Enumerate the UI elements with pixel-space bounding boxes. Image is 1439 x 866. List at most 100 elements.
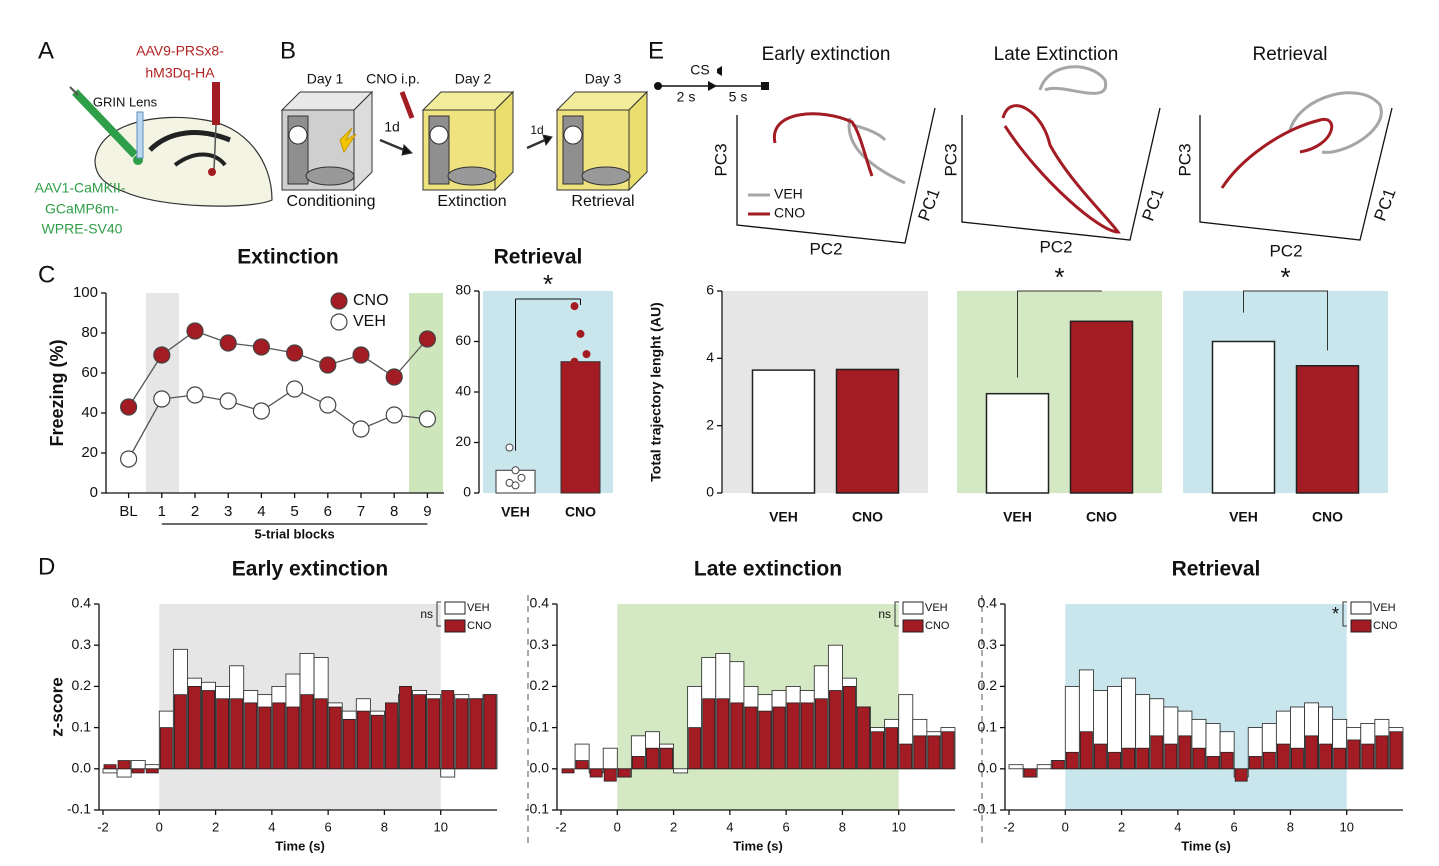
x-tick-label: 2 <box>212 819 219 834</box>
interval-label: 1d <box>530 123 543 137</box>
histogram-bar <box>1150 735 1164 770</box>
marker <box>418 330 436 348</box>
histogram-bar <box>1248 756 1262 770</box>
y-axis-label: Total trajectory lenght (AU) <box>648 302 664 481</box>
histogram-bar <box>1108 751 1121 770</box>
histogram-bar <box>131 768 145 774</box>
marker <box>319 356 337 374</box>
session-label: Extinction <box>437 193 506 210</box>
histogram-bar <box>216 698 230 770</box>
bar <box>1211 340 1276 494</box>
legend-label: CNO <box>925 620 950 632</box>
histogram-bar <box>1023 768 1037 778</box>
point <box>505 443 514 452</box>
y-tick-label: 0.1 <box>530 718 550 734</box>
axis-label: PC2 <box>809 239 842 258</box>
histogram-bar <box>102 768 118 774</box>
histogram-bar <box>440 768 456 778</box>
histogram-bar <box>202 690 215 770</box>
duration-label: 5 s <box>729 89 748 105</box>
point <box>517 473 526 482</box>
histogram-bar <box>828 690 842 770</box>
histogram-bar <box>130 760 146 770</box>
histogram-bar <box>1051 760 1065 770</box>
marker <box>352 420 370 438</box>
day-label: Day 1 <box>307 71 344 87</box>
legend-label: CNO <box>1373 620 1398 632</box>
point <box>511 481 520 490</box>
y-tick-label: 80 <box>455 282 471 298</box>
y-tick-label: 40 <box>81 404 98 421</box>
x-tick-label: 8 <box>839 819 846 834</box>
legend-swatch <box>444 601 466 615</box>
x-tick-label: 6 <box>325 819 332 834</box>
x-tick-label: 10 <box>433 819 447 834</box>
y-tick-label: 0 <box>706 484 714 500</box>
histogram-bar <box>617 768 631 778</box>
x-tick-label: 1 <box>158 503 166 520</box>
histogram-bar <box>441 690 455 770</box>
marker <box>186 322 204 340</box>
histogram-bar <box>913 735 927 770</box>
panel-label: D <box>38 553 55 580</box>
histogram-bar <box>1220 751 1234 770</box>
histogram-bar <box>814 698 828 770</box>
point <box>582 393 591 402</box>
y-tick-label: 0.3 <box>530 636 550 652</box>
histogram-bar <box>800 702 814 770</box>
histogram-bar <box>1291 747 1304 770</box>
bracket <box>1342 601 1347 627</box>
histogram-bar <box>328 706 342 770</box>
x-tick-label: 5 <box>290 503 298 520</box>
histogram-bar <box>1079 731 1093 770</box>
histogram-bar <box>1389 731 1403 770</box>
pca-title: Early extinction <box>762 44 891 65</box>
histogram-bar <box>1122 747 1136 770</box>
panel-label: B <box>280 37 296 64</box>
session-label: Retrieval <box>571 193 634 210</box>
marker <box>352 346 370 364</box>
point <box>570 357 579 366</box>
histogram-bar <box>117 760 131 770</box>
y-tick-label: 0 <box>463 484 471 500</box>
legend-swatch <box>902 619 924 633</box>
point <box>576 329 585 338</box>
bar <box>985 392 1050 494</box>
y-tick-label: 4 <box>706 349 714 365</box>
x-tick-label: 8 <box>381 819 388 834</box>
marker <box>252 338 270 356</box>
y-tick-label: 2 <box>706 416 714 432</box>
y-tick-label: 20 <box>81 444 98 461</box>
legend-label: VEH <box>1373 602 1396 614</box>
axis-label: PC3 <box>1175 143 1194 176</box>
histogram-bar <box>159 727 173 770</box>
histogram-bar <box>1008 764 1024 770</box>
histogram-bar <box>244 702 258 770</box>
point <box>511 466 520 475</box>
legend-label: CNO <box>467 620 492 632</box>
x-tick-label: 2 <box>1118 819 1125 834</box>
histogram-bar <box>230 698 244 770</box>
legend-label: VEH <box>467 602 490 614</box>
y-tick-label: 0.2 <box>978 677 998 693</box>
y-tick-label: 100 <box>73 284 98 301</box>
x-axis-label: 5-trial blocks <box>254 526 334 541</box>
x-axis-label: Time (s) <box>1181 838 1231 853</box>
y-tick-label: 0.1 <box>72 718 92 734</box>
histogram-bar <box>483 694 497 770</box>
histogram-bar <box>173 694 187 770</box>
virus-label: AAV9-PRSx8- <box>136 43 224 59</box>
y-tick-label: 6 <box>706 282 714 298</box>
x-tick-label: 10 <box>891 819 905 834</box>
bracket <box>1017 290 1102 378</box>
x-tick-label: CNO <box>1312 509 1343 525</box>
legend-label: VEH <box>774 186 803 202</box>
histogram-bar <box>1319 743 1333 770</box>
panel-label: A <box>38 37 54 64</box>
bar <box>1069 320 1134 494</box>
histogram-bar <box>1136 747 1150 770</box>
axis-label: PC1 <box>1138 186 1167 224</box>
histogram-bar <box>258 706 272 770</box>
histogram-bar <box>843 686 856 770</box>
x-tick-label: 4 <box>1174 819 1181 834</box>
